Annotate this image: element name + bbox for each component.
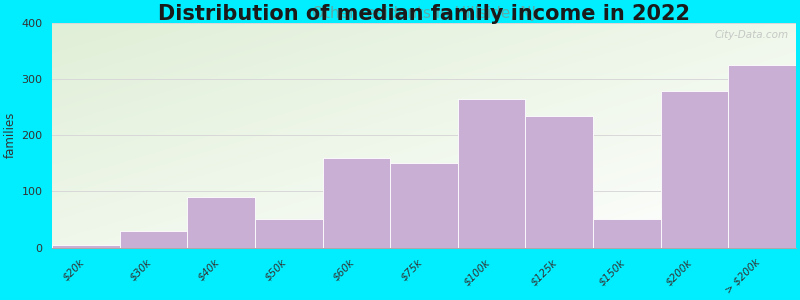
- Bar: [526, 116, 593, 247]
- Bar: [120, 231, 187, 248]
- Bar: [661, 92, 728, 248]
- Title: Distribution of median family income in 2022: Distribution of median family income in …: [158, 4, 690, 24]
- Bar: [255, 220, 322, 248]
- Bar: [187, 197, 255, 248]
- Bar: [52, 245, 120, 247]
- Bar: [458, 99, 526, 248]
- Bar: [593, 220, 661, 248]
- Text: Other residents in Hillside, NJ: Other residents in Hillside, NJ: [312, 6, 536, 21]
- Bar: [322, 158, 390, 248]
- Text: City-Data.com: City-Data.com: [714, 30, 788, 40]
- Bar: [728, 65, 796, 248]
- Y-axis label: families: families: [4, 112, 17, 158]
- Bar: [390, 163, 458, 248]
